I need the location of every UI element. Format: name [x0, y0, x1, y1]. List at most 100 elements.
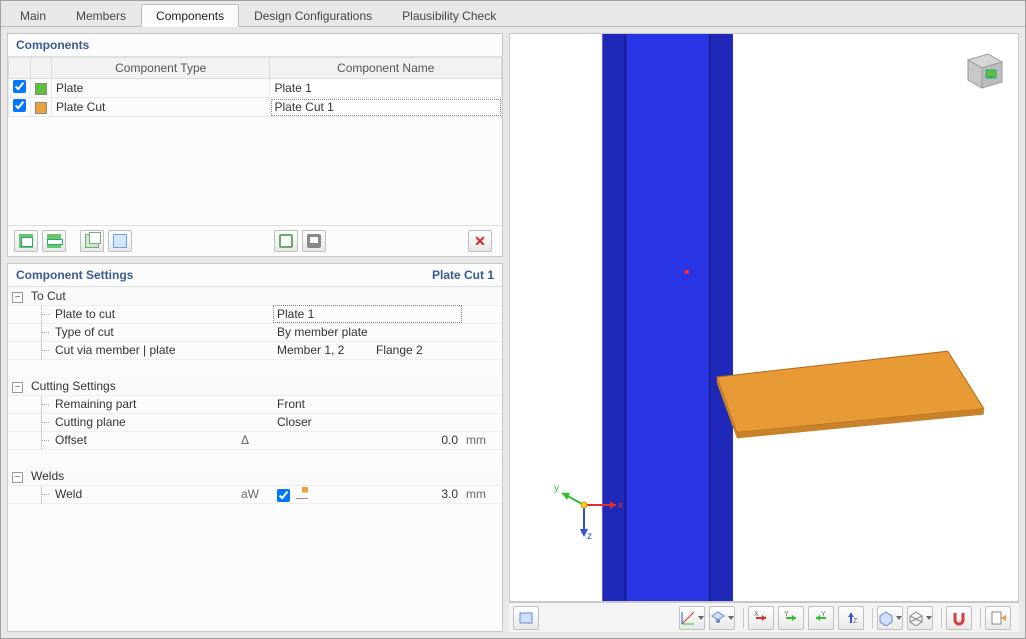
tab-strip: Main Members Components Design Configura… [1, 1, 1025, 27]
copy-button[interactable] [80, 230, 104, 252]
property-label: Offset [27, 431, 237, 449]
svg-text:X: X [754, 611, 759, 618]
property-label: Weld [27, 485, 237, 503]
property-row[interactable]: Cutting plane Closer [8, 413, 502, 431]
property-label: Cutting plane [27, 413, 237, 431]
svg-text:Z: Z [853, 618, 858, 625]
col-name[interactable]: Component Name [270, 58, 502, 79]
insert-row-button[interactable] [14, 230, 38, 252]
body: Components Component Type Component Name… [1, 27, 1025, 638]
components-panel: Components Component Type Component Name… [7, 33, 503, 257]
wireframe-button[interactable] [907, 606, 933, 630]
property-grid: −To CutPlate to cutPlate 1Type of cutBy … [8, 287, 502, 521]
property-value[interactable]: Plate 1 [273, 305, 462, 323]
property-number[interactable]: 3.0 [372, 485, 462, 503]
row-checkbox[interactable] [13, 80, 26, 93]
delete-button[interactable]: ✕ [468, 230, 492, 252]
collapse-icon[interactable]: − [12, 292, 23, 303]
property-row[interactable]: Remaining part Front [8, 395, 502, 413]
axis-triad: x y z [554, 475, 624, 545]
row-type: Plate Cut [52, 98, 270, 117]
svg-text:Y: Y [784, 611, 789, 618]
property-group[interactable]: −Cutting Settings [8, 377, 502, 395]
tab-components[interactable]: Components [141, 4, 239, 27]
property-row[interactable]: Cut via member | plate Member 1, 2Flange … [8, 341, 502, 359]
detach-view-button[interactable] [985, 606, 1011, 630]
row-type: Plate [52, 79, 270, 98]
tab-plausibility-check[interactable]: Plausibility Check [387, 4, 511, 27]
tab-design-configurations[interactable]: Design Configurations [239, 4, 387, 27]
row-name[interactable]: Plate 1 [270, 79, 502, 98]
view-z-button[interactable]: Z [838, 606, 864, 630]
property-value[interactable]: Member 1, 2 [273, 341, 372, 359]
svg-text:x: x [618, 500, 623, 511]
viewport-wrap: x y z [509, 33, 1019, 632]
paste-button[interactable] [108, 230, 132, 252]
svg-text:y: y [554, 483, 559, 494]
property-row[interactable]: Plate to cut Plate 1 [8, 305, 502, 323]
property-label: Type of cut [27, 323, 237, 341]
row-checkbox[interactable] [13, 99, 26, 112]
components-table: Component Type Component Name PlatePlate… [8, 57, 502, 117]
property-unit: mm [462, 485, 502, 503]
left-pane: Components Component Type Component Name… [7, 33, 503, 632]
group-title: Welds [27, 467, 502, 485]
property-unit: mm [462, 431, 502, 449]
property-label: Plate to cut [27, 305, 237, 323]
property-number[interactable]: 0.0 [372, 431, 462, 449]
app-window: Main Members Components Design Configura… [0, 0, 1026, 639]
group-title: To Cut [27, 287, 502, 305]
viewport-3d[interactable]: x y z [509, 33, 1019, 602]
property-row[interactable]: OffsetΔ 0.0mm [8, 431, 502, 449]
color-swatch [35, 83, 47, 95]
tab-members[interactable]: Members [61, 4, 141, 27]
col-type[interactable]: Component Type [52, 58, 270, 79]
settings-panel-header: Component Settings Plate Cut 1 [8, 264, 502, 287]
view-neg-y-button[interactable]: Y [808, 606, 834, 630]
components-panel-title: Components [16, 38, 89, 52]
save-button[interactable] [302, 230, 326, 252]
property-label: Cut via member | plate [27, 341, 237, 359]
property-row[interactable]: WeldaW 3.0mm [8, 485, 502, 503]
components-toolbar: ✕ [8, 225, 502, 256]
magnet-snap-button[interactable] [946, 606, 972, 630]
property-label: Remaining part [27, 395, 237, 413]
property-value[interactable]: Front [273, 395, 462, 413]
settings-panel: Component Settings Plate Cut 1 −To CutPl… [7, 263, 503, 632]
reference-point [685, 270, 689, 274]
col-checkbox[interactable] [9, 58, 31, 79]
property-group[interactable]: −Welds [8, 467, 502, 485]
settings-panel-title: Component Settings [16, 268, 133, 282]
row-name[interactable]: Plate Cut 1 [270, 98, 502, 117]
svg-text:z: z [587, 531, 592, 542]
group-title: Cutting Settings [27, 377, 502, 395]
property-value[interactable]: Closer [273, 413, 462, 431]
tab-main[interactable]: Main [5, 4, 61, 27]
show-model-button[interactable] [513, 606, 539, 630]
table-row[interactable]: Plate CutPlate Cut 1 [9, 98, 502, 117]
settings-panel-subtitle: Plate Cut 1 [432, 268, 494, 282]
view-y-button[interactable]: Y [778, 606, 804, 630]
property-value2[interactable]: Flange 2 [372, 341, 462, 359]
property-value[interactable]: By member plate [273, 323, 462, 341]
table-row[interactable]: PlatePlate 1 [9, 79, 502, 98]
library-button[interactable] [274, 230, 298, 252]
property-checkbox[interactable] [277, 489, 290, 502]
svg-text:Y: Y [821, 611, 826, 618]
view-x-button[interactable]: X [748, 606, 774, 630]
display-mode-button[interactable] [877, 606, 903, 630]
color-swatch [35, 102, 47, 114]
viewport-toolbar: X Y Y Z [509, 602, 1019, 632]
col-color [31, 58, 52, 79]
property-symbol: Δ [237, 431, 273, 449]
property-row[interactable]: Type of cut By member plate [8, 323, 502, 341]
add-row-button[interactable] [42, 230, 66, 252]
nav-cube[interactable] [958, 46, 1006, 94]
property-group[interactable]: −To Cut [8, 287, 502, 305]
axes-toggle-button[interactable] [679, 606, 705, 630]
collapse-icon[interactable]: − [12, 382, 23, 393]
property-symbol: aW [237, 485, 273, 503]
view-preset-button[interactable] [709, 606, 735, 630]
components-panel-header: Components [8, 34, 502, 57]
collapse-icon[interactable]: − [12, 472, 23, 483]
